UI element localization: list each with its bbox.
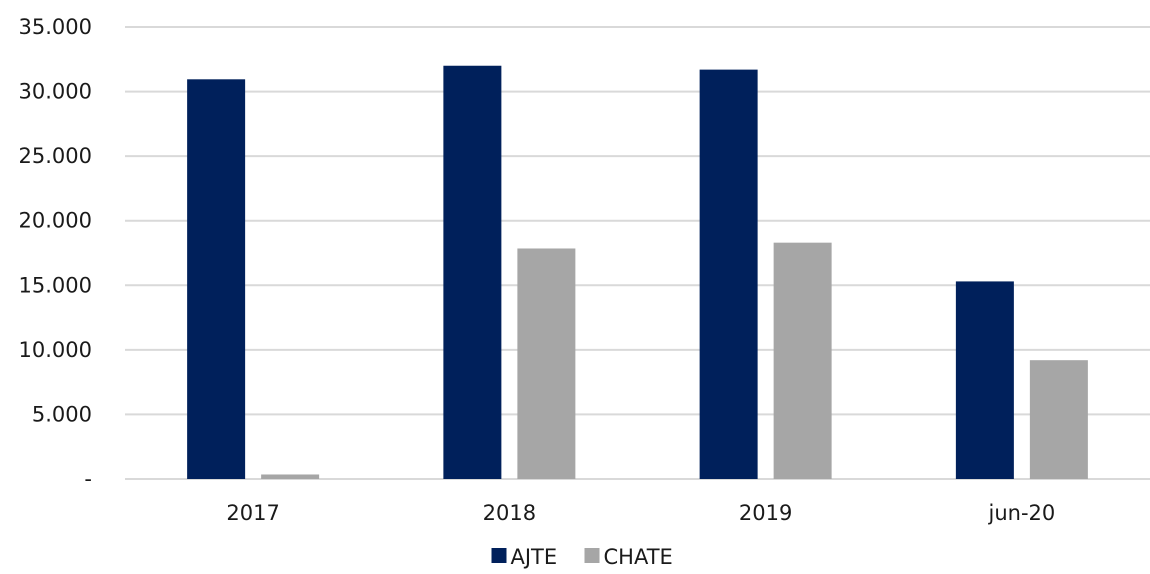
legend-label-chate: CHATE — [604, 545, 673, 569]
x-tick-label: 2017 — [226, 501, 279, 525]
y-tick-label: 10.000 — [19, 338, 92, 362]
y-tick-label: 15.000 — [19, 273, 92, 297]
legend-label-ajte: AJTE — [511, 545, 558, 569]
y-tick-label: - — [84, 467, 92, 491]
x-axis: 2017 2018 2019 jun-20 — [226, 501, 1055, 525]
bar-ajte-jun-20 — [956, 281, 1014, 479]
y-tick-label: 20.000 — [19, 209, 92, 233]
y-tick-label: 25.000 — [19, 144, 92, 168]
bar-chate-2018 — [517, 248, 575, 479]
bar-chate-jun-20 — [1030, 360, 1088, 479]
legend-swatch-ajte — [492, 548, 507, 563]
y-tick-label: 30.000 — [19, 80, 92, 104]
x-tick-label: jun-20 — [987, 501, 1055, 525]
y-tick-label: 5.000 — [32, 402, 92, 426]
bar-chate-2019 — [774, 243, 832, 479]
bar-ajte-2019 — [700, 70, 758, 479]
bar-ajte-2018 — [443, 66, 501, 479]
bars — [187, 66, 1088, 479]
bar-chate-2017 — [261, 474, 319, 479]
y-tick-label: 35.000 — [19, 15, 92, 39]
legend-swatch-chate — [585, 548, 600, 563]
bar-ajte-2017 — [187, 79, 245, 479]
x-tick-label: 2019 — [739, 501, 792, 525]
legend: AJTE CHATE — [492, 545, 673, 569]
x-tick-label: 2018 — [483, 501, 536, 525]
y-axis: - 5.000 10.000 15.000 20.000 25.000 30.000 35.0… — [19, 15, 92, 491]
